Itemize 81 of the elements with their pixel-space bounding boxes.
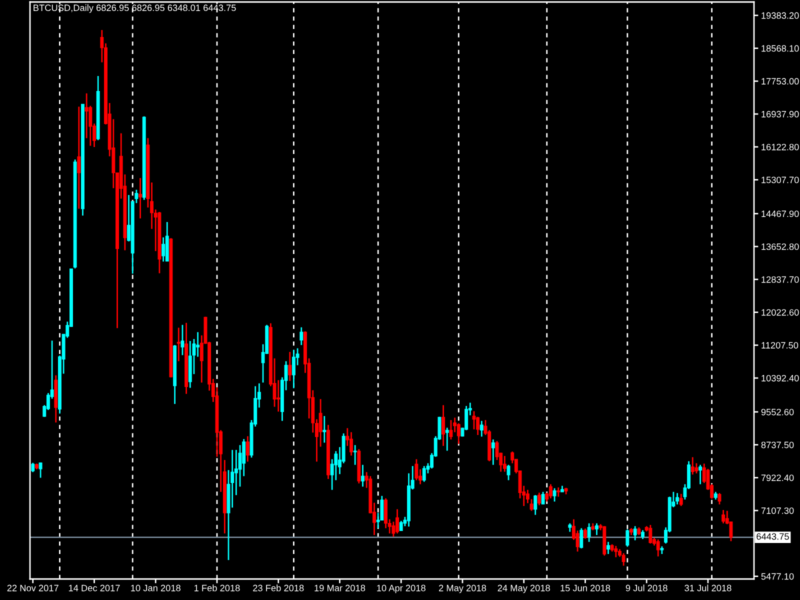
y-tick-label: 17753.00 [762, 78, 799, 85]
y-tick-label: 19383.20 [762, 12, 799, 19]
candlestick [180, 324, 184, 356]
candlestick [583, 528, 587, 540]
x-tick-label: 19 Mar 2018 [314, 584, 366, 592]
x-tick-label: 22 Nov 2017 [7, 584, 58, 592]
y-tick-label: 16122.80 [762, 144, 799, 150]
y-tick-label: 14467.90 [762, 210, 799, 218]
candlestick [77, 106, 81, 210]
y-tick-label: 12022.60 [762, 309, 799, 316]
candlestick [587, 522, 591, 543]
candlestick [246, 436, 250, 462]
candlestick [300, 326, 304, 346]
candlestick [449, 419, 453, 440]
candlestick [138, 177, 142, 220]
candlestick [491, 438, 495, 466]
candlestick [502, 455, 506, 472]
x-tick-label: 23 Feb 2018 [253, 584, 304, 592]
y-tick-label: 10392.40 [762, 374, 799, 382]
candlestick [722, 509, 726, 524]
candlestick [694, 462, 698, 474]
candlestick [506, 464, 510, 481]
candlestick [534, 494, 538, 516]
candlestick [537, 492, 541, 506]
candlestick [445, 427, 449, 452]
candlestick [31, 462, 35, 473]
y-tick-label: 5477.10 [761, 573, 794, 580]
candlestick [353, 444, 357, 466]
candlestick [626, 528, 630, 548]
x-tick-label: 9 Jul 2018 [626, 584, 668, 592]
candlestick [480, 420, 484, 438]
candlestick [633, 525, 637, 541]
x-tick-label: 10 Jan 2018 [131, 584, 180, 592]
y-tick-label: 13652.80 [762, 243, 799, 250]
candlestick [196, 331, 200, 358]
y-tick-label: 7922.40 [761, 474, 794, 482]
candlestick [690, 456, 694, 476]
x-tick-label: 2 May 2018 [438, 584, 486, 594]
y-tick-label: 7107.30 [761, 507, 794, 514]
y-tick-label: 18568.10 [762, 45, 799, 52]
y-tick-label: 11207.50 [762, 342, 798, 349]
ref-line-label: 6443.75 [756, 533, 789, 540]
candlestick [276, 379, 280, 412]
candlestick [698, 464, 702, 485]
candlestick [548, 484, 552, 500]
x-tick-label: 10 Apr 2018 [377, 584, 426, 594]
candlestick [361, 464, 364, 488]
x-tick-label: 15 Jun 2018 [560, 584, 610, 592]
candlestick [541, 491, 545, 506]
x-tick-label: 31 Jul 2018 [684, 584, 732, 592]
y-tick-label: 12837.70 [762, 276, 799, 283]
candlestick [552, 488, 556, 502]
candlestick [614, 545, 618, 558]
y-tick-label: 15307.70 [762, 176, 799, 184]
candlestick [595, 522, 598, 536]
y-tick-label: 16937.90 [762, 110, 799, 118]
candlestick [162, 236, 166, 262]
y-tick-label: 8737.50 [761, 442, 794, 448]
x-tick-label: 14 Dec 2017 [68, 584, 120, 592]
candlestick [322, 415, 326, 444]
candlestick [176, 327, 180, 362]
x-tick-label: 1 Feb 2018 [194, 584, 240, 592]
candlestick [676, 492, 680, 506]
y-tick-label: 9552.60 [761, 408, 794, 416]
candlestick [606, 541, 610, 555]
candlestick [656, 538, 660, 558]
x-tick-label: 24 May 2018 [498, 584, 550, 594]
candlestick [580, 527, 584, 550]
candlestick [288, 351, 292, 382]
candlestick [396, 508, 400, 534]
candlestick [622, 552, 626, 566]
candlestick [292, 349, 296, 389]
candlestick [442, 404, 446, 447]
candlestick [422, 465, 426, 482]
chart-title: BTCUSD,Daily 6826.95 6826.95 6348.01 6443.75 [34, 4, 236, 13]
candlestick [350, 431, 353, 456]
candlestick [84, 92, 88, 139]
candlestick [679, 493, 683, 507]
candlestick [648, 524, 652, 544]
candlestick [38, 462, 42, 478]
candlestick [414, 458, 418, 481]
